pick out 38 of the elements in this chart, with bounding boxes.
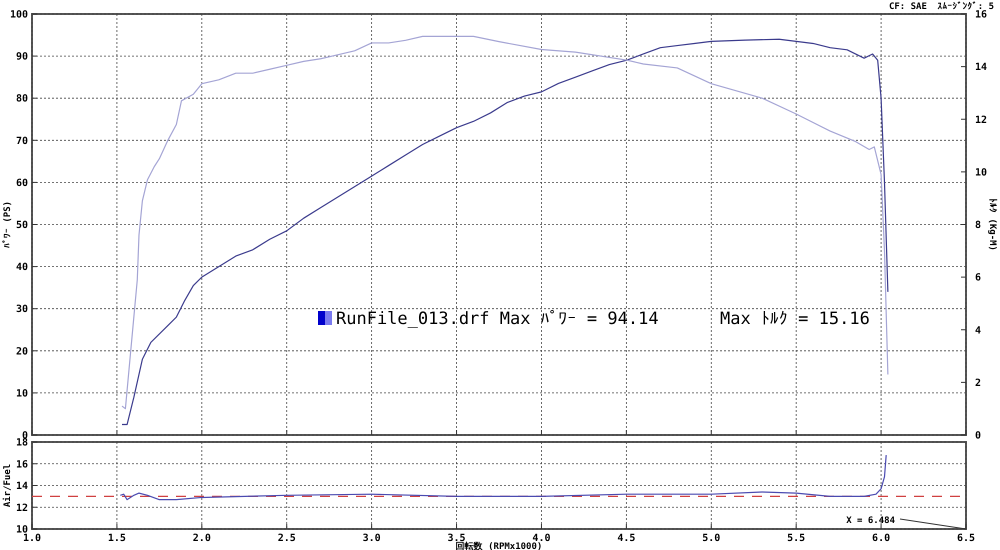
x-tick-label: 1.0: [22, 533, 42, 544]
y2-tick-label: 10: [975, 167, 988, 178]
y-tick-label: 90: [16, 52, 28, 63]
x-tick-label: 2.0: [192, 533, 211, 544]
line-series: [120, 454, 887, 500]
x-tick-label: 5.5: [787, 533, 806, 544]
x-tick-label: 5.0: [702, 533, 720, 544]
y-axis-title: ﾊﾟﾜｰ (PS): [2, 200, 13, 248]
y2-tick-label: 4: [975, 325, 982, 336]
y2-tick-label: 12: [975, 114, 988, 126]
x-tick-label: 2.5: [278, 533, 296, 544]
x-tick-label: 4.5: [617, 533, 636, 544]
y2-tick-label: 16: [975, 10, 988, 20]
x-tick-label: 3.0: [362, 533, 381, 544]
y2-axis-title: ﾄﾙｸ (Kg-M): [987, 198, 998, 251]
y-tick-label: 14: [16, 481, 28, 492]
y-tick-label: 40: [16, 262, 28, 274]
y2-tick-label: 14: [975, 62, 988, 74]
y2-tick-label: 6: [975, 272, 982, 284]
y-tick-label: 16: [16, 459, 28, 470]
y-axis-title: Air/Fuel: [2, 464, 13, 508]
y-tick-label: 60: [16, 178, 28, 189]
x-tick-label: 6.0: [872, 533, 890, 544]
y-tick-label: 20: [16, 346, 28, 358]
y-tick-label: 12: [16, 502, 28, 514]
y2-tick-label: 2: [975, 378, 982, 389]
y-tick-label: 70: [16, 136, 28, 147]
x-tick-label: 1.5: [108, 533, 126, 544]
y-tick-label: 30: [16, 304, 28, 316]
y-tick-label: 50: [16, 220, 28, 231]
y-tick-label: 100: [10, 10, 28, 20]
y-tick-label: 10: [16, 388, 28, 400]
x-tick-label: 6.5: [956, 533, 976, 544]
y-tick-label: 80: [16, 94, 28, 105]
annotation: RunFile_013.drf Max ﾊﾟﾜｰ = 94.14 Max ﾄﾙｸ = 15.16: [336, 309, 870, 329]
y2-tick-label: 8: [975, 220, 982, 231]
y2-tick-label: 0: [975, 430, 982, 442]
annotation: X = 6.484: [846, 516, 896, 526]
